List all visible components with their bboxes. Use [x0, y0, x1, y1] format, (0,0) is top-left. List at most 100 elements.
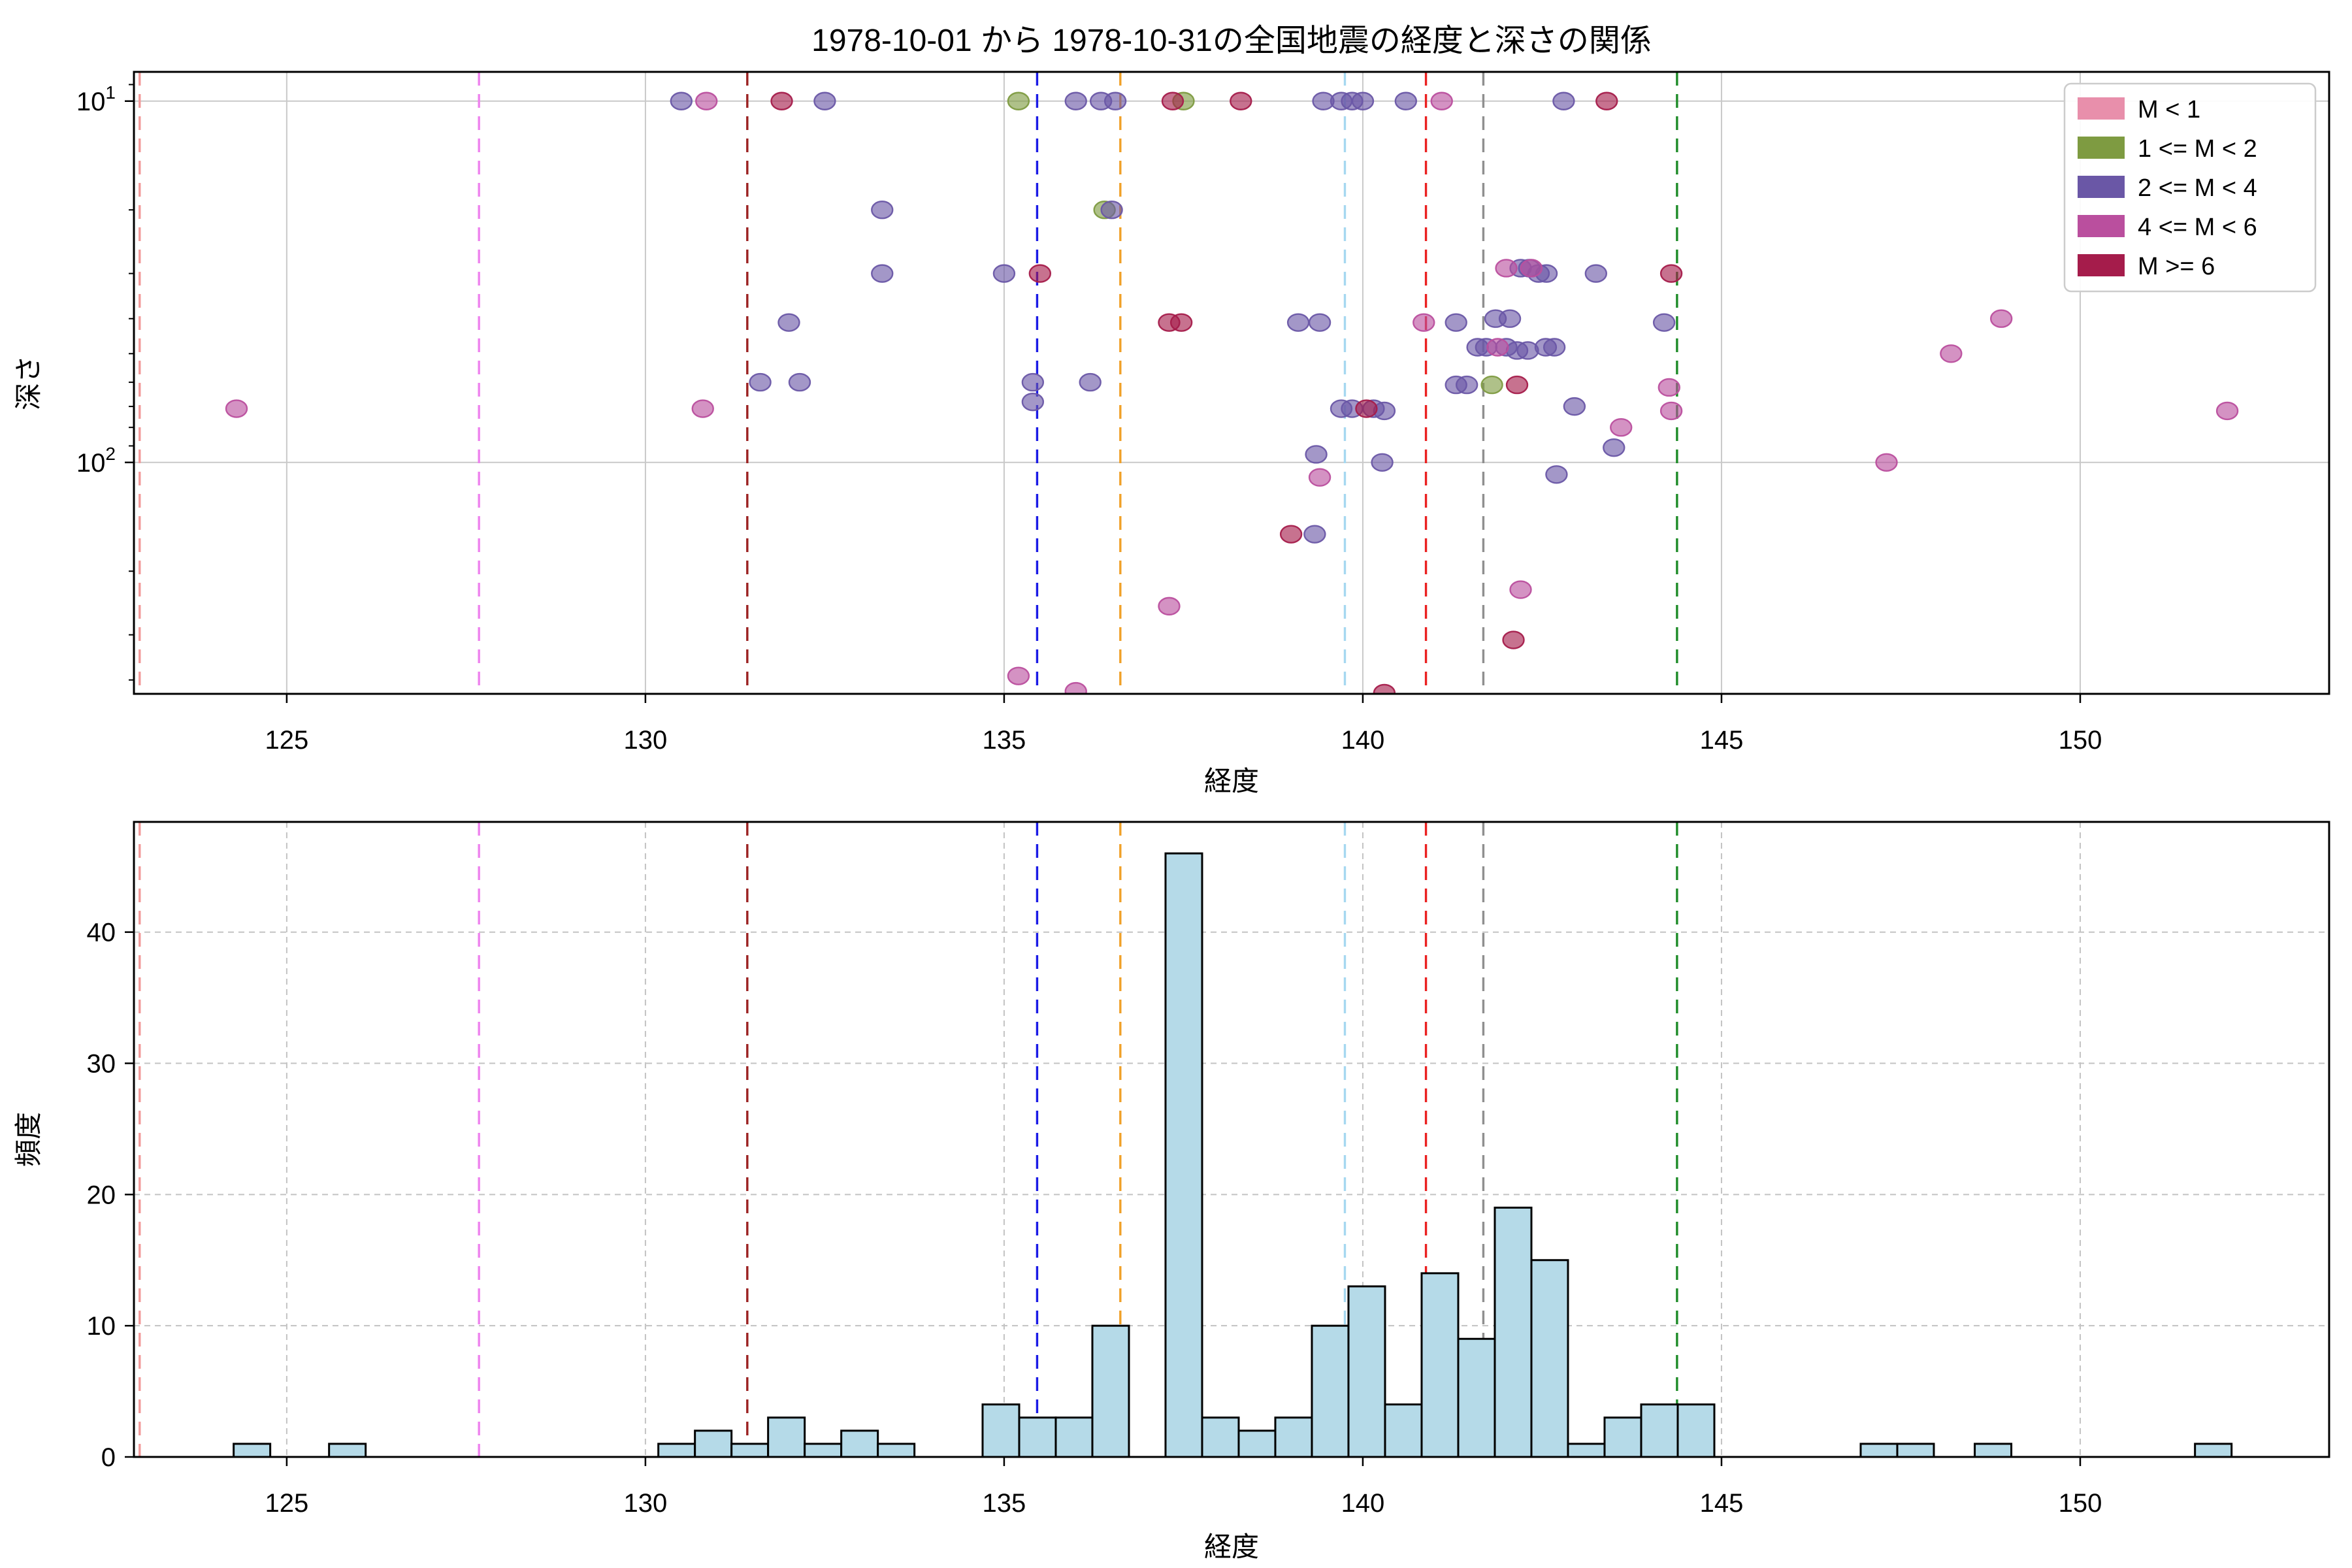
histogram-bar [981, 1403, 1021, 1457]
legend-entry: 1 <= M < 2 [2078, 135, 2257, 163]
x-tick-label: 130 [624, 1489, 668, 1518]
scatter-point [1308, 313, 1331, 332]
legend-label: M >= 6 [2138, 253, 2215, 280]
legend-swatch [2078, 176, 2125, 198]
y-tick-label: 101 [76, 82, 116, 116]
scatter-point [813, 91, 836, 110]
scatter-point [1495, 259, 1518, 278]
histogram-bar [1457, 1337, 1496, 1457]
histogram-bar [1091, 1324, 1130, 1457]
histogram-reference-lines [139, 822, 1678, 1457]
scatter-point [1305, 445, 1328, 464]
y-tick-label: 30 [87, 1050, 116, 1079]
scatter-point [1064, 91, 1087, 110]
histogram-bar [1896, 1443, 1935, 1457]
series-4-m-6 [225, 91, 2239, 694]
scatter-point [871, 264, 894, 283]
scatter-point [1169, 313, 1193, 332]
scatter-point [1552, 91, 1575, 110]
scatter-point [1286, 313, 1310, 332]
scatter-point [1480, 375, 1503, 395]
histogram-bar [767, 1416, 806, 1457]
scatter-point [1158, 596, 1181, 616]
scatter-point [1502, 630, 1525, 649]
histogram-bar [1237, 1429, 1277, 1457]
histogram-bar [1274, 1416, 1313, 1457]
scatter-point [1455, 375, 1478, 395]
histogram-xlabel: 経度 [1204, 1531, 1259, 1562]
scatter-point [788, 372, 811, 392]
scatter-point [2215, 401, 2239, 421]
scatter-point [1230, 91, 1252, 110]
scatter-plot-border [133, 71, 2330, 695]
scatter-points [225, 91, 2239, 694]
scatter-point [1610, 417, 1633, 437]
scatter-point [1603, 438, 1625, 457]
y-tick-label: 10 [87, 1312, 116, 1341]
scatter-point [992, 264, 1016, 283]
histogram-bar [328, 1443, 367, 1457]
y-tick-base: 10 [76, 449, 106, 478]
histogram-bar [694, 1429, 733, 1457]
legend-swatch [2078, 137, 2125, 159]
scatter-point [691, 399, 714, 418]
scatter-point [1064, 681, 1087, 694]
histogram-bar [1530, 1259, 1569, 1457]
histogram-ylabel: 頻度 [13, 1112, 44, 1167]
scatter-point [1445, 313, 1467, 332]
scatter-xlabel: 経度 [1204, 766, 1259, 796]
histogram-bar [840, 1429, 879, 1457]
x-tick-label: 150 [2059, 1489, 2102, 1518]
x-tick-label: 135 [983, 726, 1026, 755]
legend-label: 4 <= M < 6 [2138, 214, 2257, 241]
scatter-gridlines [134, 72, 2329, 694]
scatter-point [1498, 309, 1522, 328]
scatter-point [1007, 666, 1030, 685]
histogram-bar [1311, 1324, 1350, 1457]
scatter-point [1355, 399, 1378, 418]
scatter-point [1279, 525, 1303, 544]
scatter-ylabel: 深さ [13, 355, 44, 410]
scatter-point [225, 399, 248, 418]
legend-swatch [2078, 97, 2125, 120]
legend-label: M < 1 [2138, 96, 2200, 123]
series-2-m-4 [670, 91, 1676, 544]
scatter-point [1100, 201, 1123, 220]
scatter-point [1028, 264, 1052, 283]
scatter-point [1394, 91, 1418, 110]
x-tick-label: 145 [1700, 726, 1744, 755]
scatter-point [1545, 465, 1568, 484]
histogram-x-axis: 125 130 135 140 145 150 [265, 1457, 2102, 1518]
x-tick-label: 140 [1341, 1489, 1385, 1518]
scatter-point [695, 91, 718, 110]
histogram-bar [1201, 1416, 1240, 1457]
scatter-point [1413, 313, 1435, 332]
scatter-point [1021, 392, 1045, 412]
histogram-bar [1676, 1403, 1716, 1457]
histogram-bar [877, 1443, 916, 1457]
scatter-point [1543, 338, 1566, 357]
series-m-6 [770, 91, 1683, 694]
histogram-bar [1384, 1403, 1423, 1457]
y-tick-exponent: 2 [105, 444, 116, 464]
scatter-point [1595, 91, 1618, 110]
scatter-point [670, 91, 693, 110]
histogram-bar [1974, 1443, 2013, 1457]
y-tick-label: 20 [87, 1181, 116, 1209]
histogram-bar [1018, 1416, 1057, 1457]
legend-entry: 2 <= M < 4 [2078, 174, 2257, 202]
legend-entry: 4 <= M < 6 [2078, 214, 2257, 241]
histogram-bar [804, 1443, 843, 1457]
scatter-point [1875, 453, 1898, 472]
figure-title: 1978-10-01 から 1978-10-31の全国地震の経度と深さの関係 [811, 24, 1652, 58]
scatter-point [1989, 309, 2013, 328]
scatter-point [1430, 91, 1453, 110]
histogram-bar [730, 1443, 770, 1457]
y-tick-label: 40 [87, 919, 116, 947]
scatter-point [871, 201, 894, 220]
scatter-point [1505, 375, 1529, 395]
histogram-plot-border [133, 821, 2330, 1458]
x-tick-label: 125 [265, 726, 309, 755]
